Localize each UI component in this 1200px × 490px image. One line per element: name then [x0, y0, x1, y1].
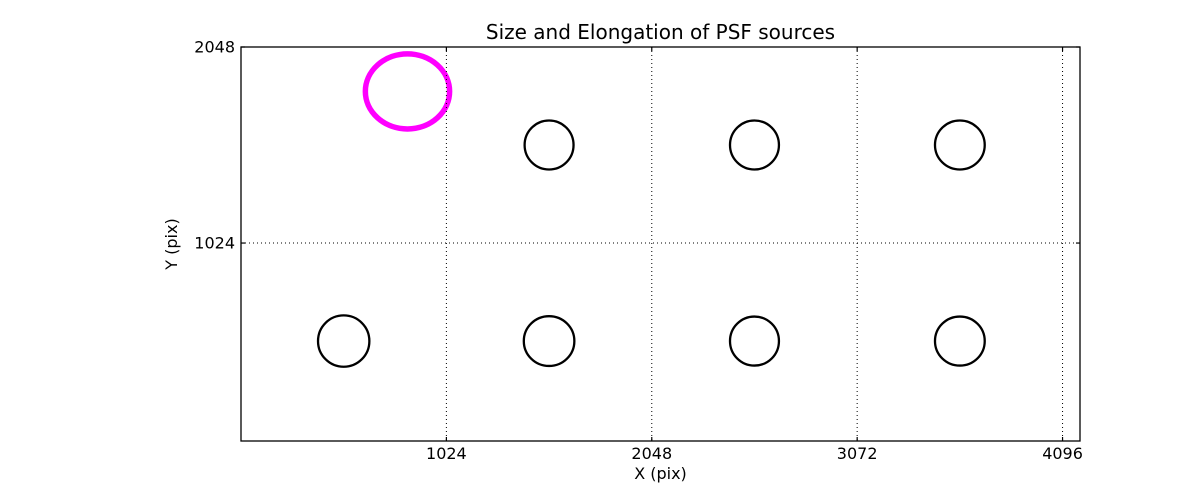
- x-tick-label: 4096: [1042, 444, 1083, 463]
- psf-ellipse: [522, 315, 576, 368]
- psf-ellipse: [523, 119, 575, 171]
- psf-ellipse: [933, 315, 986, 367]
- y-axis-label: Y (pix): [162, 218, 181, 270]
- psf-ellipse: [728, 315, 781, 367]
- psf-ellipse: [316, 314, 371, 368]
- psf-ellipse-outlier: [362, 51, 453, 132]
- psf-ellipse: [728, 119, 781, 171]
- y-tick-label: 2048: [194, 38, 235, 57]
- axes-frame: [240, 46, 1081, 442]
- chart-title: Size and Elongation of PSF sources: [485, 20, 836, 44]
- x-axis-label: X (pix): [634, 464, 687, 483]
- x-tick-label: 1024: [426, 444, 467, 463]
- y-tick-label: 1024: [194, 234, 235, 253]
- psf-ellipse: [933, 119, 986, 171]
- x-tick-label: 2048: [631, 444, 672, 463]
- x-tick-label: 3072: [837, 444, 878, 463]
